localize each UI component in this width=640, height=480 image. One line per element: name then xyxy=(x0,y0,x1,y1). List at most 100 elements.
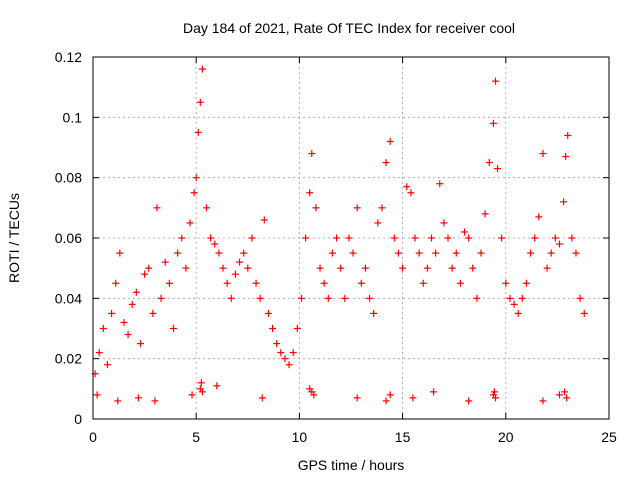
data-point xyxy=(430,388,438,396)
data-point xyxy=(240,249,248,257)
data-point xyxy=(134,394,142,402)
data-point xyxy=(568,234,576,242)
data-point xyxy=(498,234,506,242)
data-point xyxy=(514,309,522,317)
data-point xyxy=(178,234,186,242)
data-point xyxy=(277,349,285,357)
data-point xyxy=(248,234,256,242)
data-point xyxy=(215,249,223,257)
data-point xyxy=(382,397,390,405)
data-point xyxy=(281,355,289,363)
data-point xyxy=(192,174,200,182)
data-point xyxy=(448,264,456,272)
data-point xyxy=(370,309,378,317)
data-point xyxy=(99,325,107,332)
x-tick-label: 5 xyxy=(192,429,200,445)
data-point xyxy=(452,249,460,257)
data-point xyxy=(316,264,324,272)
x-tick-label: 20 xyxy=(498,429,514,445)
data-point xyxy=(324,294,332,302)
data-point xyxy=(543,264,551,272)
data-point xyxy=(419,279,427,287)
data-point xyxy=(456,279,464,287)
data-point xyxy=(539,397,547,405)
data-point xyxy=(141,270,149,278)
data-point xyxy=(149,309,157,317)
data-point xyxy=(491,77,499,85)
data-point xyxy=(386,391,394,399)
data-point xyxy=(382,159,390,167)
data-point xyxy=(560,198,568,206)
data-point xyxy=(411,234,419,242)
data-point xyxy=(328,249,336,257)
data-point xyxy=(198,388,206,396)
data-point xyxy=(308,150,316,158)
data-point xyxy=(194,128,202,136)
data-point xyxy=(128,300,136,308)
data-point xyxy=(427,234,435,242)
data-point xyxy=(213,382,221,390)
data-point xyxy=(310,391,318,399)
data-point xyxy=(510,300,518,308)
data-point xyxy=(165,279,173,287)
data-point xyxy=(244,264,252,272)
data-point xyxy=(432,249,440,257)
data-point xyxy=(572,249,580,257)
data-point xyxy=(409,394,417,402)
data-point xyxy=(531,234,539,242)
data-point xyxy=(108,309,116,317)
data-point xyxy=(103,361,111,369)
data-point xyxy=(120,318,128,326)
data-point xyxy=(361,264,369,272)
data-point xyxy=(252,279,260,287)
data-point xyxy=(390,234,398,242)
data-point xyxy=(153,204,161,212)
data-point xyxy=(136,340,144,348)
data-point xyxy=(264,309,272,317)
data-point xyxy=(312,204,320,212)
data-point xyxy=(561,388,569,396)
data-point xyxy=(522,279,530,287)
data-point xyxy=(374,219,382,227)
data-point xyxy=(440,219,448,227)
data-point xyxy=(174,249,182,257)
data-point xyxy=(219,264,227,272)
data-point xyxy=(116,249,124,257)
data-point xyxy=(518,294,526,302)
data-point xyxy=(190,189,198,197)
y-tick-label: 0.08 xyxy=(55,170,82,186)
data-point xyxy=(223,279,231,287)
data-point xyxy=(231,270,239,278)
data-point xyxy=(132,288,140,296)
data-point xyxy=(157,294,165,302)
y-tick-label: 0.02 xyxy=(55,351,82,367)
data-point xyxy=(481,210,489,218)
data-point xyxy=(564,131,572,139)
y-tick-label: 0.06 xyxy=(55,230,82,246)
data-point xyxy=(444,234,452,242)
data-point xyxy=(473,294,481,302)
data-point xyxy=(114,397,122,405)
data-point xyxy=(465,234,473,242)
data-point xyxy=(403,183,411,191)
data-point xyxy=(320,279,328,287)
data-point xyxy=(196,98,204,106)
data-point xyxy=(366,294,374,302)
data-point xyxy=(562,153,570,161)
data-point xyxy=(539,150,547,158)
data-point xyxy=(399,264,407,272)
x-tick-label: 25 xyxy=(601,429,617,445)
data-point xyxy=(502,279,510,287)
data-point xyxy=(477,249,485,257)
x-tick-label: 15 xyxy=(395,429,411,445)
data-point xyxy=(490,388,498,396)
y-tick-label: 0 xyxy=(74,411,82,427)
y-tick-label: 0.04 xyxy=(55,290,82,306)
data-point xyxy=(506,294,514,302)
data-point xyxy=(169,325,177,332)
data-point xyxy=(461,228,469,236)
data-point xyxy=(302,234,310,242)
data-point xyxy=(378,204,386,212)
data-point xyxy=(407,189,415,197)
